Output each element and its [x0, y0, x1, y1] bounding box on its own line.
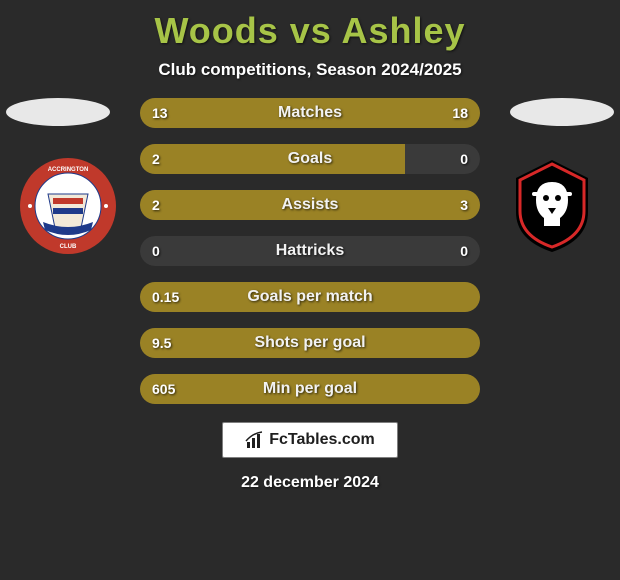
- club-badge-right: [502, 156, 602, 256]
- stat-bar-label: Goals: [140, 144, 480, 174]
- stat-bars: Matches1318Goals20Assists23Hattricks00Go…: [140, 98, 480, 404]
- stat-bar-right-value: 3: [460, 190, 468, 220]
- fctables-logo: FcTables.com: [222, 422, 398, 458]
- stat-bar-left-value: 0: [152, 236, 160, 266]
- main-area: ACCRINGTON CLUB Matches1318Goals20Assist…: [0, 98, 620, 404]
- stat-bar-left-value: 9.5: [152, 328, 171, 358]
- svg-text:ACCRINGTON: ACCRINGTON: [48, 167, 89, 173]
- player-photo-placeholder-left: [6, 98, 110, 126]
- stat-bar-left-value: 605: [152, 374, 175, 404]
- footer-date: 22 december 2024: [0, 474, 620, 492]
- stat-bar-label: Matches: [140, 98, 480, 128]
- salford-crest-icon: [502, 156, 602, 256]
- comparison-subtitle: Club competitions, Season 2024/2025: [0, 60, 620, 80]
- stat-bar-label: Goals per match: [140, 282, 480, 312]
- stat-bar-left-value: 2: [152, 144, 160, 174]
- stat-bar-left-value: 13: [152, 98, 168, 128]
- stat-bar-right-value: 18: [452, 98, 468, 128]
- stat-bar-label: Assists: [140, 190, 480, 220]
- stat-bar-right-value: 0: [460, 236, 468, 266]
- stat-bar-right-value: 0: [460, 144, 468, 174]
- stat-bar: Goals per match0.15: [140, 282, 480, 312]
- stat-bar: Hattricks0 0: [140, 236, 480, 266]
- stat-bar: Matches13 18: [140, 98, 480, 128]
- club-badge-left: ACCRINGTON CLUB: [18, 156, 118, 256]
- player-photo-placeholder-right: [510, 98, 614, 126]
- comparison-title: Woods vs Ashley: [0, 0, 620, 52]
- stat-bar: Goals2 0: [140, 144, 480, 174]
- stat-bar-left-value: 2: [152, 190, 160, 220]
- stat-bar: Assists2 3: [140, 190, 480, 220]
- stat-bar-label: Shots per goal: [140, 328, 480, 358]
- stat-bar-left-value: 0.15: [152, 282, 179, 312]
- bar-chart-icon: [245, 430, 265, 450]
- stat-bar: Shots per goal9.5: [140, 328, 480, 358]
- svg-text:CLUB: CLUB: [60, 244, 77, 250]
- stat-bar-label: Min per goal: [140, 374, 480, 404]
- accrington-crest-icon: ACCRINGTON CLUB: [18, 156, 118, 256]
- stat-bar-label: Hattricks: [140, 236, 480, 266]
- fctables-logo-text: FcTables.com: [269, 431, 375, 449]
- stat-bar: Min per goal605: [140, 374, 480, 404]
